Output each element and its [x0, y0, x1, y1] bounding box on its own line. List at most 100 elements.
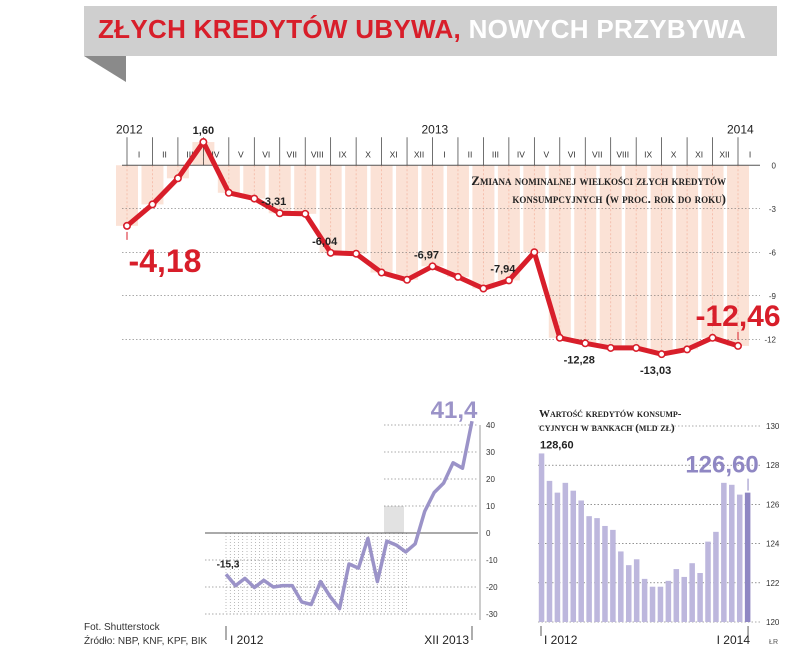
- bar: [705, 541, 711, 622]
- bar: [562, 482, 569, 622]
- month-label: IX: [339, 149, 347, 159]
- fill-stripe: [650, 165, 673, 355]
- y-tick-label: -9: [769, 292, 777, 301]
- fill-stripe: [599, 165, 622, 348]
- data-point: [275, 209, 284, 218]
- data-point: [733, 341, 742, 350]
- new-loans-chart: 40 30 20 10 0 -10 -20 -30 -15,3 41,4 I 2012 XII 201…: [205, 397, 498, 647]
- bar: [625, 565, 632, 622]
- month-label: VII: [287, 149, 297, 159]
- y-tick-label: 20: [486, 475, 495, 484]
- data-label: -3,31: [261, 196, 286, 208]
- x-start-label: I 2012: [544, 633, 578, 647]
- page-title: ZŁYCH KREDYTÓW UBYWA, NOWYCH PRZYBYWA: [98, 14, 746, 45]
- bar: [546, 480, 553, 622]
- bar: [697, 573, 703, 622]
- fill-stripe: [727, 165, 749, 346]
- data-point: [504, 276, 513, 285]
- fill-stripe: [141, 165, 164, 205]
- bar: [721, 482, 727, 622]
- year-label: 2013: [422, 122, 449, 136]
- month-label: X: [671, 149, 677, 159]
- chart-title-line1: Wartość kredytów konsump-: [539, 408, 682, 420]
- data-point: [581, 339, 590, 348]
- bar: [586, 516, 592, 622]
- y-tick-label: 0: [486, 529, 491, 538]
- data-label: -15,3: [217, 559, 240, 570]
- negative-area: [226, 533, 410, 614]
- month-label: XII: [414, 149, 424, 159]
- data-label: 126,60: [685, 452, 758, 479]
- data-label: 41,4: [431, 397, 478, 424]
- chart-title-line1: Zmiana nominalnej wielkości złych kredyt…: [471, 173, 726, 188]
- bar: [554, 492, 561, 622]
- month-label: VIII: [616, 149, 629, 159]
- bar: [578, 500, 584, 622]
- month-label: VII: [592, 149, 602, 159]
- month-label: I: [138, 149, 140, 159]
- month-label: II: [162, 149, 167, 159]
- bar: [673, 569, 680, 622]
- data-point: [352, 249, 361, 258]
- y-tick-label: 120: [766, 618, 780, 627]
- data-point: [326, 248, 335, 257]
- x-end-label: I 2014: [717, 633, 751, 647]
- y-tick-label: 126: [766, 500, 780, 509]
- y-tick-label: -10: [486, 556, 498, 565]
- month-label: VI: [568, 149, 576, 159]
- y-tick-label: 128: [766, 461, 780, 470]
- y-tick-label: 30: [486, 448, 495, 457]
- bar: [649, 586, 656, 622]
- fill-stripe: [268, 165, 291, 214]
- month-label: XII: [719, 149, 729, 159]
- month-label: IX: [644, 149, 652, 159]
- main-line-chart: 0-3-6-9-12I II III IV V VI VII VIII IX X XI XII I II I…: [116, 122, 781, 377]
- fill-stripe: [319, 165, 342, 253]
- bar: [657, 586, 664, 622]
- data-label: 1,60: [193, 125, 214, 137]
- data-label: -6,97: [414, 249, 439, 261]
- bar: [736, 494, 743, 622]
- photo-credit: Fot. Shutterstock: [84, 622, 160, 633]
- y-tick-label: -6: [769, 248, 777, 257]
- data-label: -6,04: [312, 236, 338, 248]
- bar: [689, 563, 695, 622]
- source-note: Źródło: NBP, KNF, KPF, BIK: [84, 636, 208, 647]
- data-point: [606, 343, 615, 352]
- bar: [744, 492, 751, 622]
- banner-fold: [84, 56, 126, 82]
- fill-stripe: [116, 165, 138, 226]
- month-label: V: [238, 149, 244, 159]
- unit-label: ŁR: [769, 639, 778, 646]
- data-point: [377, 268, 386, 277]
- chart-title-line2: konsumpcyjnych (w proc. rok do roku): [512, 191, 726, 206]
- data-point: [250, 194, 259, 203]
- year-label: 2012: [116, 122, 143, 136]
- bar: [681, 576, 687, 622]
- month-label: III: [186, 149, 193, 159]
- y-tick-label: 0: [772, 161, 777, 170]
- y-tick-label: -3: [769, 205, 777, 214]
- data-point: [479, 284, 488, 293]
- bar: [610, 529, 616, 622]
- month-label: X: [365, 149, 371, 159]
- fill-stripe: [421, 165, 444, 267]
- month-label: XI: [695, 149, 703, 159]
- bar: [618, 551, 624, 622]
- month-label: V: [543, 149, 549, 159]
- fill-stripe: [523, 165, 546, 253]
- month-label: I: [749, 149, 751, 159]
- y-tick-label: -12: [764, 335, 776, 344]
- fill-stripe: [446, 165, 469, 277]
- data-label: -7,94: [490, 263, 516, 275]
- data-point: [224, 188, 233, 197]
- data-point: [199, 138, 208, 147]
- y-tick-label: -20: [486, 583, 498, 592]
- fill-stripe: [548, 165, 571, 338]
- bar: [641, 578, 648, 622]
- y-tick-label: 10: [486, 502, 495, 511]
- data-label: -13,03: [640, 365, 671, 377]
- x-start-label: I 2012: [230, 633, 264, 647]
- series-line: [224, 420, 474, 611]
